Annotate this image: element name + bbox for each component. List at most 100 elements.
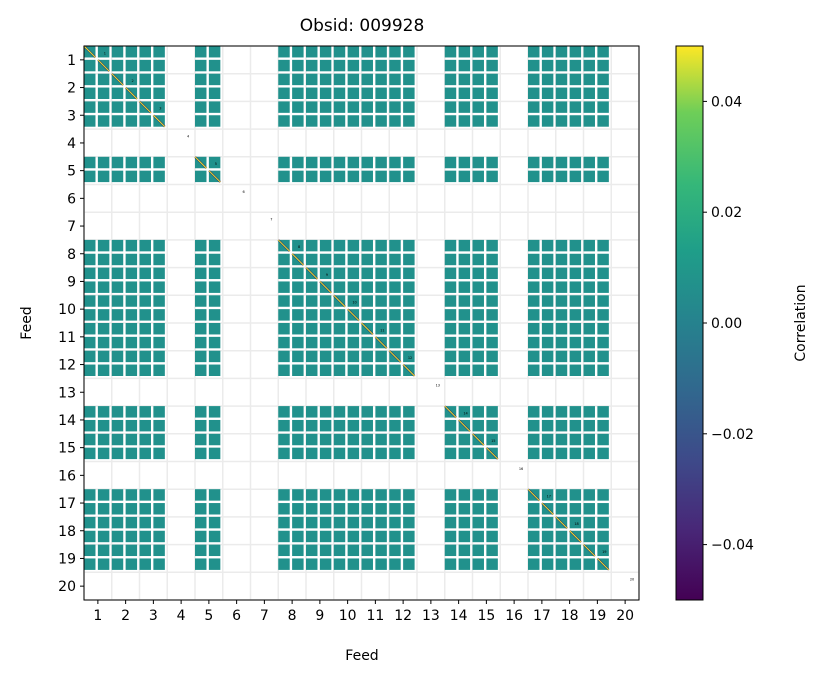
x-tick-label: 1 bbox=[93, 608, 102, 624]
heatmap-cell bbox=[528, 253, 540, 266]
heatmap-cell bbox=[139, 364, 151, 376]
heatmap-cell bbox=[97, 433, 110, 446]
heatmap-cell bbox=[153, 170, 165, 183]
heatmap-cell bbox=[472, 503, 484, 515]
heatmap-cell bbox=[486, 544, 498, 557]
heatmap-cell bbox=[389, 447, 401, 460]
heatmap-cell bbox=[361, 59, 373, 72]
heatmap-cell bbox=[389, 101, 401, 113]
heatmap-cell bbox=[319, 73, 332, 86]
heatmap-cell bbox=[403, 419, 415, 432]
heatmap-cell bbox=[403, 101, 415, 113]
heatmap-cell bbox=[528, 530, 540, 543]
x-tick-label: 9 bbox=[315, 608, 324, 624]
heatmap-cell bbox=[292, 447, 304, 460]
heatmap-cell bbox=[472, 558, 484, 570]
heatmap-cell bbox=[195, 239, 207, 252]
heatmap-cell bbox=[528, 447, 540, 460]
heatmap-cell bbox=[472, 295, 484, 307]
heatmap-cell bbox=[153, 447, 165, 460]
heatmap-cell bbox=[361, 406, 373, 418]
heatmap-cell bbox=[389, 544, 401, 557]
heatmap-cell bbox=[569, 295, 582, 307]
diagonal-feed-label: 14 bbox=[463, 411, 468, 415]
heatmap-cell bbox=[306, 239, 318, 252]
heatmap-cell bbox=[84, 253, 96, 266]
heatmap-cell bbox=[306, 295, 318, 307]
heatmap-cell bbox=[139, 530, 151, 543]
heatmap-cell bbox=[195, 530, 207, 543]
colorbar-ticks: 0.04 0.02 0.00 −0.02 −0.04 bbox=[703, 94, 754, 554]
heatmap-cell bbox=[528, 516, 540, 529]
y-tick-label: 13 bbox=[58, 385, 76, 401]
heatmap-cell bbox=[472, 115, 484, 127]
heatmap-cell bbox=[569, 267, 582, 280]
heatmap-cell bbox=[208, 73, 221, 86]
heatmap-cell bbox=[444, 419, 457, 432]
diagonal-mark bbox=[125, 87, 138, 100]
heatmap-cell bbox=[541, 267, 554, 280]
heatmap-cell bbox=[458, 350, 471, 363]
heatmap-cell bbox=[569, 73, 582, 86]
heatmap-cell bbox=[389, 309, 401, 321]
heatmap-cell bbox=[333, 516, 346, 529]
heatmap-cell bbox=[444, 59, 457, 72]
heatmap-cell bbox=[292, 281, 304, 293]
heatmap-cell bbox=[292, 336, 304, 349]
heatmap-cell bbox=[97, 419, 110, 432]
x-tick-label: 16 bbox=[505, 608, 523, 624]
heatmap-cell bbox=[541, 447, 554, 460]
heatmap-cell bbox=[472, 336, 484, 349]
heatmap-cell bbox=[333, 73, 346, 86]
heatmap-cell bbox=[97, 336, 110, 349]
heatmap-cell bbox=[153, 46, 165, 58]
heatmap-cell bbox=[389, 239, 401, 252]
heatmap-cell bbox=[528, 309, 540, 321]
x-tick-label: 19 bbox=[588, 608, 606, 624]
heatmap-cell bbox=[333, 267, 346, 280]
heatmap-cell bbox=[458, 336, 471, 349]
heatmap-cell bbox=[153, 558, 165, 570]
heatmap-cell bbox=[389, 419, 401, 432]
heatmap-cell bbox=[472, 419, 484, 432]
heatmap-cell bbox=[333, 503, 346, 515]
heatmap-cell bbox=[278, 101, 290, 113]
heatmap-cell bbox=[569, 406, 582, 418]
heatmap-cell bbox=[541, 59, 554, 72]
heatmap-cell bbox=[195, 87, 207, 99]
heatmap-cell bbox=[528, 295, 540, 307]
heatmap-cell bbox=[333, 364, 346, 376]
heatmap-cell bbox=[375, 59, 387, 72]
heatmap-cell bbox=[84, 101, 96, 113]
heatmap-cell bbox=[541, 350, 554, 363]
heatmap-cell bbox=[111, 558, 124, 570]
heatmap-cell bbox=[208, 281, 221, 293]
x-tick-label: 13 bbox=[422, 608, 440, 624]
heatmap-cell bbox=[486, 489, 498, 501]
heatmap-cell bbox=[125, 544, 138, 557]
colorbar-tick-label: −0.02 bbox=[711, 427, 754, 443]
heatmap-cell bbox=[195, 503, 207, 515]
heatmap-cell bbox=[347, 73, 360, 86]
heatmap-cell bbox=[153, 516, 165, 529]
heatmap-cell bbox=[361, 350, 373, 363]
heatmap-cell bbox=[444, 115, 457, 127]
heatmap-cell bbox=[111, 336, 124, 349]
diagonal-feed-label: 12 bbox=[408, 356, 412, 360]
heatmap-cell bbox=[306, 336, 318, 349]
heatmap-cell bbox=[292, 239, 304, 252]
heatmap-cell bbox=[195, 170, 207, 183]
heatmap-cell bbox=[278, 503, 290, 515]
heatmap-cell bbox=[361, 115, 373, 127]
heatmap-cell bbox=[97, 447, 110, 460]
x-tick-label: 20 bbox=[616, 608, 634, 624]
heatmap-cell bbox=[458, 87, 471, 99]
heatmap-cell bbox=[597, 295, 609, 307]
heatmap-cell bbox=[125, 433, 138, 446]
heatmap-cell bbox=[403, 239, 415, 252]
heatmap-cell bbox=[403, 489, 415, 501]
heatmap-cell bbox=[375, 101, 387, 113]
heatmap-cell bbox=[375, 544, 387, 557]
heatmap-cell bbox=[195, 101, 207, 113]
heatmap-cell bbox=[333, 87, 346, 99]
